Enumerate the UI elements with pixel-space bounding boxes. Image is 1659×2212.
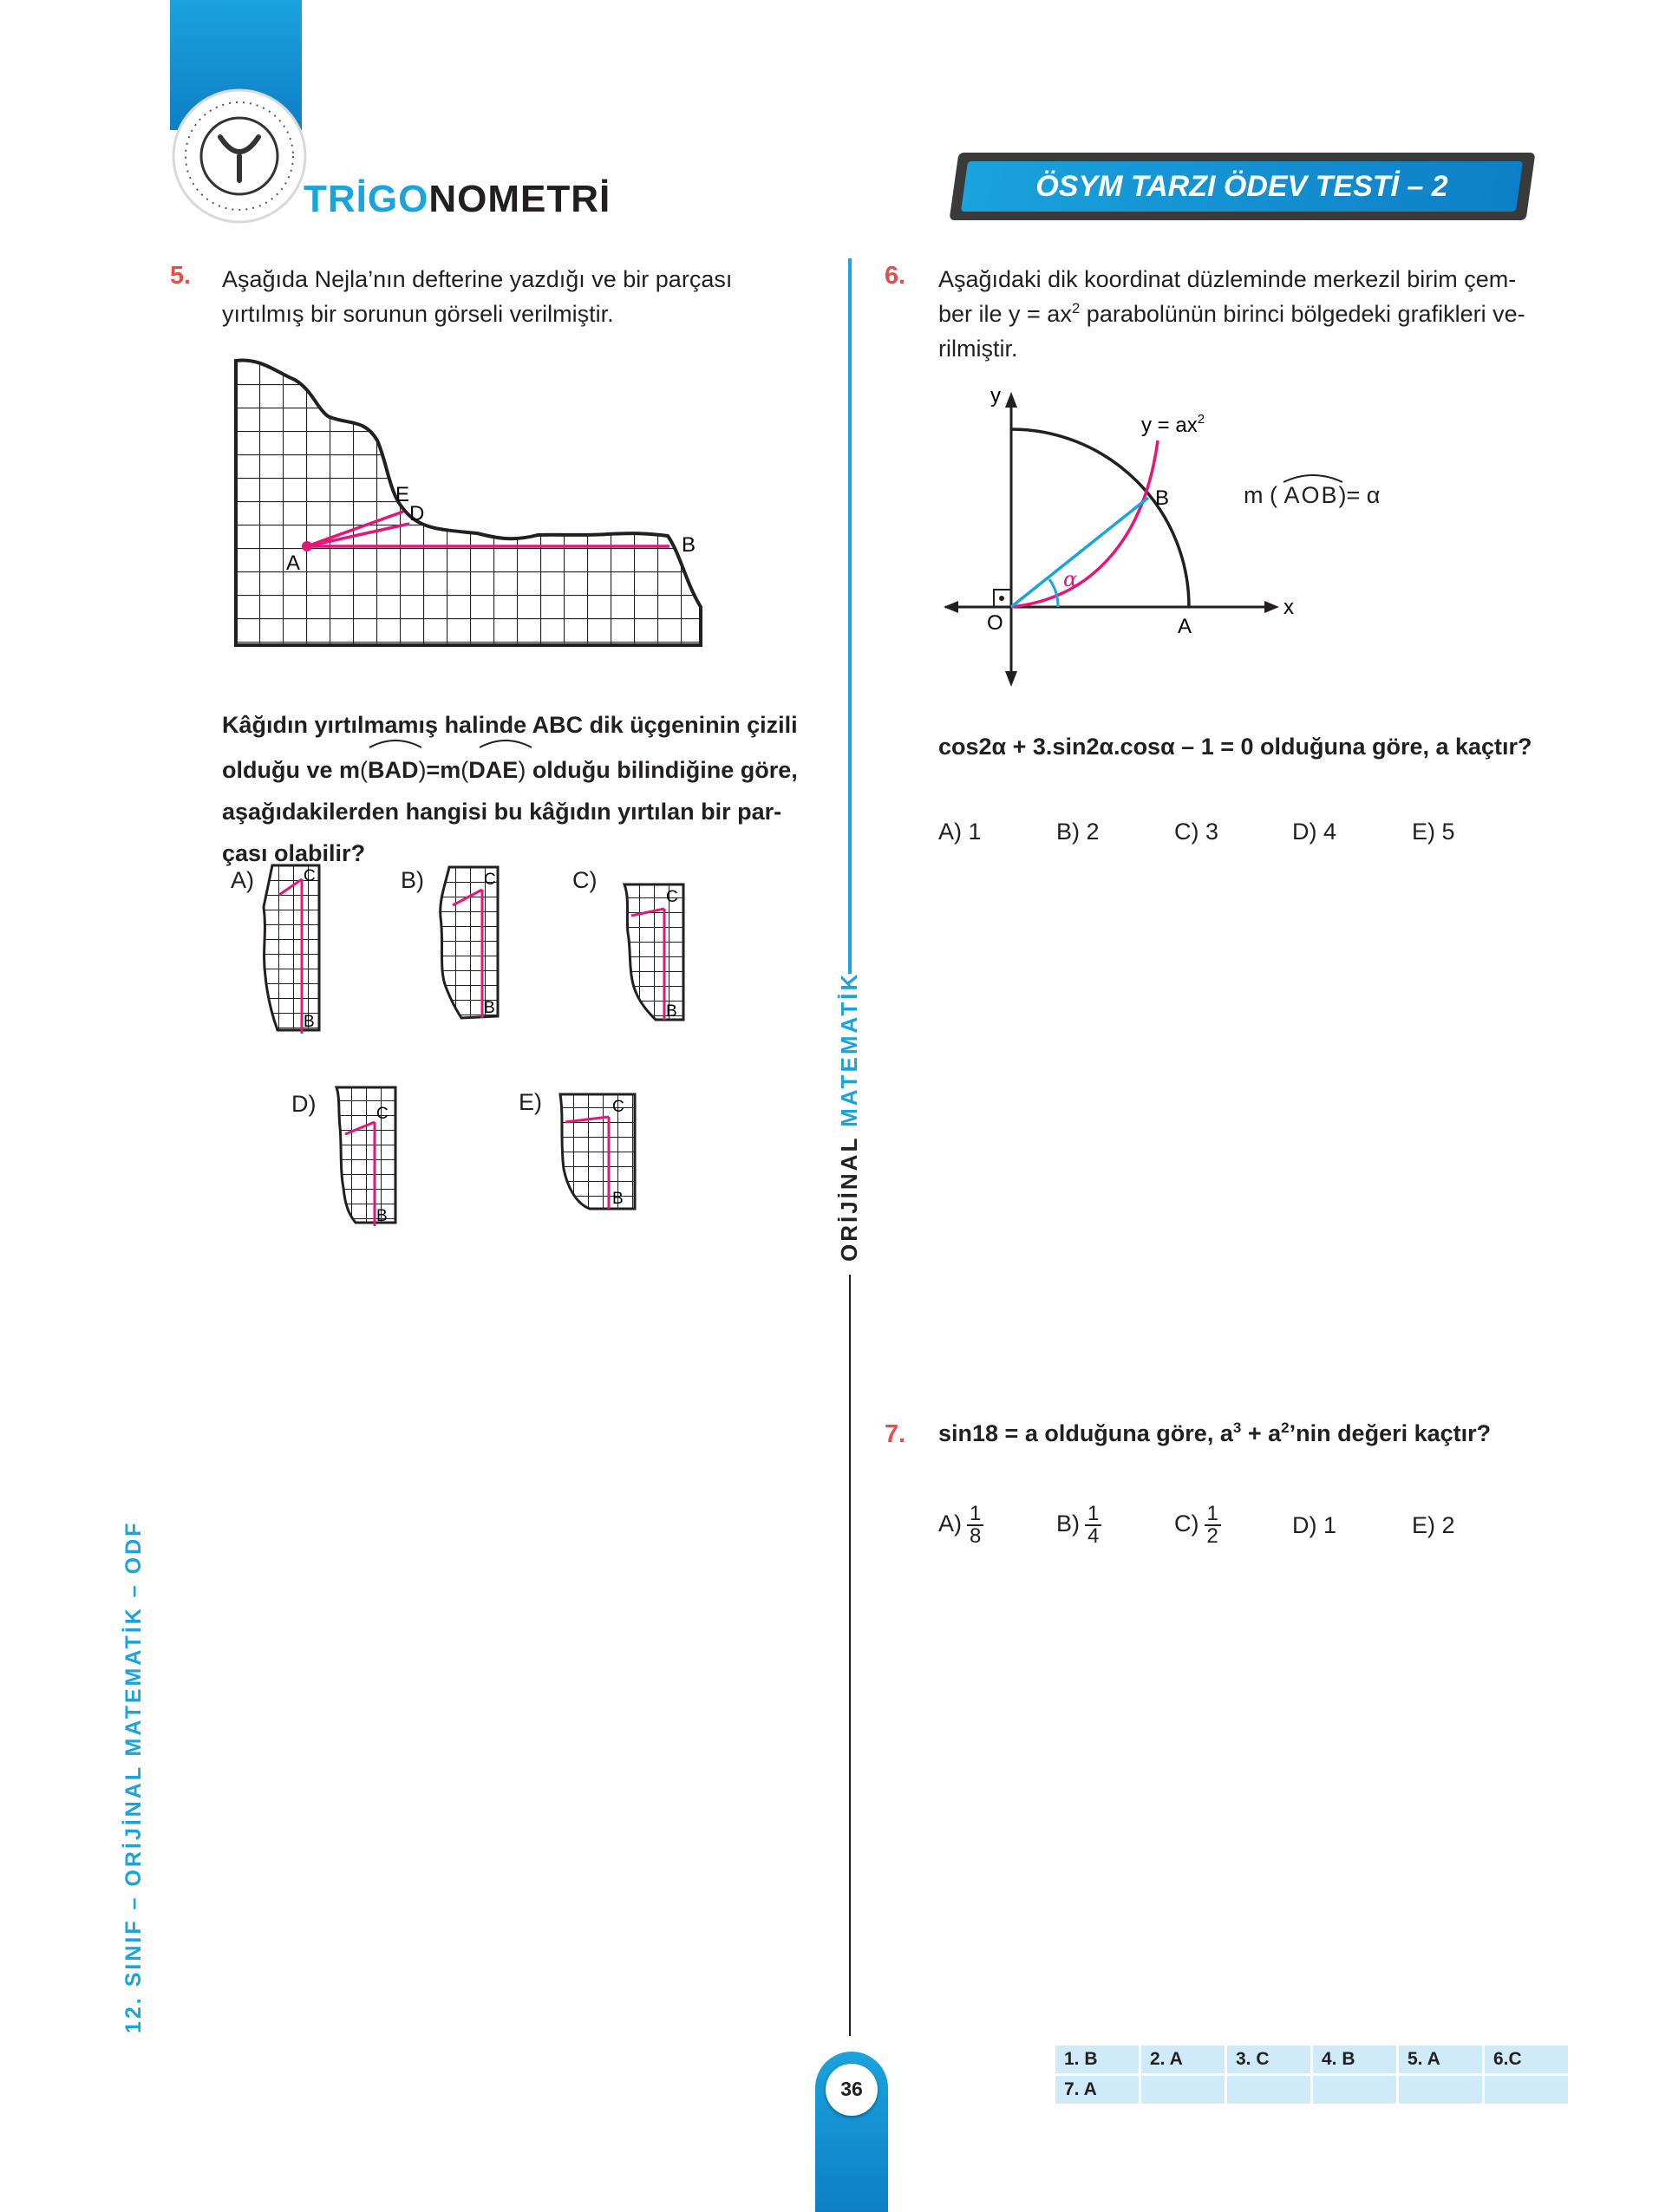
- q5-angle-arc-1: [369, 740, 422, 748]
- q6-curve-label: y = ax2: [1141, 412, 1205, 437]
- brand-title: TRİGONOMETRİ: [304, 178, 611, 221]
- q5-angle-dae: DAE: [468, 757, 519, 783]
- q5-label-b: B: [682, 533, 696, 557]
- q5-option-a-label[interactable]: A): [231, 867, 254, 893]
- q7-choice-a[interactable]: A) 1 8: [938, 1504, 984, 1547]
- svg-text:C: C: [666, 888, 678, 906]
- q6-origin-label: O: [987, 611, 1003, 635]
- q6-point-b-label: B: [1155, 486, 1169, 510]
- q6-choice-b[interactable]: B) 2: [1056, 819, 1100, 845]
- q5-option-d-label[interactable]: D): [291, 1091, 317, 1117]
- center-vertical-label: ORİJİNAL MATEMATİK: [836, 971, 862, 1262]
- test-title: ÖSYM TARZI ÖDEV TESTİ – 2: [1035, 170, 1448, 203]
- svg-text:B: B: [304, 1013, 315, 1031]
- q7-choice-c[interactable]: C) 1 2: [1174, 1504, 1221, 1547]
- q6-text: Aşağıdaki dik koordinat düzleminde merke…: [938, 266, 1525, 362]
- q5-question: Kâğıdın yırtılmamış halinde ABC dik üçge…: [222, 704, 820, 874]
- clock-logo-icon: [172, 88, 307, 224]
- svg-text:B: B: [484, 999, 495, 1017]
- q6-x-axis-label: x: [1283, 596, 1294, 619]
- answer-key-row: 1. B 2. A 3. C 4. B 5. A 6.C: [1055, 2046, 1568, 2073]
- q6-number: 6.: [885, 262, 906, 290]
- center-divider-top: [848, 258, 852, 974]
- q5-torn-paper-figure: A B E D: [234, 358, 702, 647]
- svg-text:C: C: [612, 1098, 624, 1116]
- answer-key-cell: 4. B: [1313, 2046, 1396, 2073]
- answer-key-cell: [1399, 2076, 1482, 2104]
- svg-text:C: C: [484, 871, 496, 889]
- q5-option-b-label[interactable]: B): [401, 867, 424, 893]
- q5-option-c-piece[interactable]: C B: [621, 881, 687, 1025]
- q5-label-d: D: [409, 502, 424, 525]
- q5-label-a: A: [286, 551, 300, 575]
- q5-option-b-piece[interactable]: C B: [437, 865, 501, 1021]
- q5-paper-outline: [234, 358, 702, 647]
- q5-question-line2: olduğu ve m(BAD)=m(DAE) olduğu bilindiği…: [222, 746, 820, 791]
- q5-question-line1: Kâğıdın yırtılmamış halinde ABC dik üçge…: [222, 712, 798, 738]
- q6-choice-c[interactable]: C) 3: [1174, 819, 1219, 845]
- q5-question-line4: çası olabilir?: [222, 840, 366, 866]
- q5-question-line3: aşağıdakilerden hangisi bu kâğıdın yırtı…: [222, 799, 782, 825]
- answer-key-cell: 1. B: [1055, 2046, 1139, 2073]
- svg-text:B: B: [666, 1002, 677, 1021]
- q5-option-c-label[interactable]: C): [572, 867, 598, 893]
- svg-text:C: C: [376, 1105, 389, 1123]
- q6-choice-a[interactable]: A) 1: [938, 819, 982, 845]
- answer-key-cell: 6.C: [1485, 2046, 1568, 2073]
- q6-choice-e[interactable]: E) 5: [1412, 819, 1455, 845]
- q6-angle-arc-text: AOB: [1283, 482, 1339, 508]
- page-number: 36: [840, 2078, 863, 2100]
- brand-title-highlight: TRİGO: [304, 178, 429, 220]
- answer-key-cell: [1313, 2076, 1396, 2104]
- answer-key-cell: [1141, 2076, 1225, 2104]
- brand-title-rest: NOMETRİ: [428, 178, 611, 220]
- q7-question: sin18 = a olduğuna göre, a3 + a2’nin değ…: [938, 1419, 1492, 1446]
- q5-angle-bad: BAD: [368, 757, 419, 783]
- q5-option-e-piece[interactable]: C B: [555, 1091, 638, 1212]
- q5-angle-arc-2: [479, 740, 532, 748]
- svg-text:B: B: [612, 1190, 624, 1208]
- q5-option-d-piece[interactable]: C B: [333, 1084, 399, 1228]
- q5-option-e-label[interactable]: E): [519, 1089, 542, 1115]
- q6-choice-d[interactable]: D) 4: [1292, 819, 1337, 845]
- q6-point-a-label: A: [1178, 615, 1192, 638]
- answer-key-cell: [1227, 2076, 1310, 2104]
- q5-number: 5.: [170, 262, 192, 290]
- answer-key-cell: 5. A: [1399, 2046, 1482, 2073]
- q6-angle-label: m ( AOB)= α: [1244, 482, 1381, 508]
- answer-key-row: 7. A: [1055, 2076, 1568, 2104]
- answer-key-cell: 2. A: [1141, 2046, 1225, 2073]
- answer-key-cell: 7. A: [1055, 2076, 1139, 2104]
- q6-coordinate-figure: y x O A B α y = ax2: [944, 384, 1294, 687]
- q6-angle-arc: [1283, 474, 1343, 483]
- q7-number: 7.: [885, 1420, 906, 1448]
- q6-question: cos2α + 3.sin2α.cosα – 1 = 0 olduğuna gö…: [938, 734, 1532, 760]
- answer-key-table: 1. B 2. A 3. C 4. B 5. A 6.C 7. A: [1053, 2043, 1571, 2106]
- q5-label-e: E: [395, 483, 409, 506]
- q7-choice-b[interactable]: B) 1 4: [1056, 1504, 1102, 1547]
- q5-option-a-piece[interactable]: C B: [260, 864, 323, 1035]
- center-divider-bottom: [849, 1275, 851, 2036]
- left-vertical-label: 12. SINIF – ORİJİNAL MATEMATİK – ODF: [121, 1520, 146, 2033]
- q5-text: Aşağıda Nejla’nın defterine yazdığı ve b…: [222, 266, 733, 327]
- q6-y-axis-label: y: [990, 384, 1001, 408]
- q7-choice-d[interactable]: D) 1: [1292, 1512, 1337, 1538]
- q7-choice-e[interactable]: E) 2: [1412, 1512, 1455, 1538]
- page-number-circle: [826, 2064, 878, 2116]
- svg-text:B: B: [376, 1207, 388, 1225]
- answer-key-cell: 3. C: [1227, 2046, 1310, 2073]
- svg-text:C: C: [304, 867, 316, 885]
- answer-key-cell: [1485, 2076, 1568, 2104]
- q6-alpha-label: α: [1063, 567, 1077, 591]
